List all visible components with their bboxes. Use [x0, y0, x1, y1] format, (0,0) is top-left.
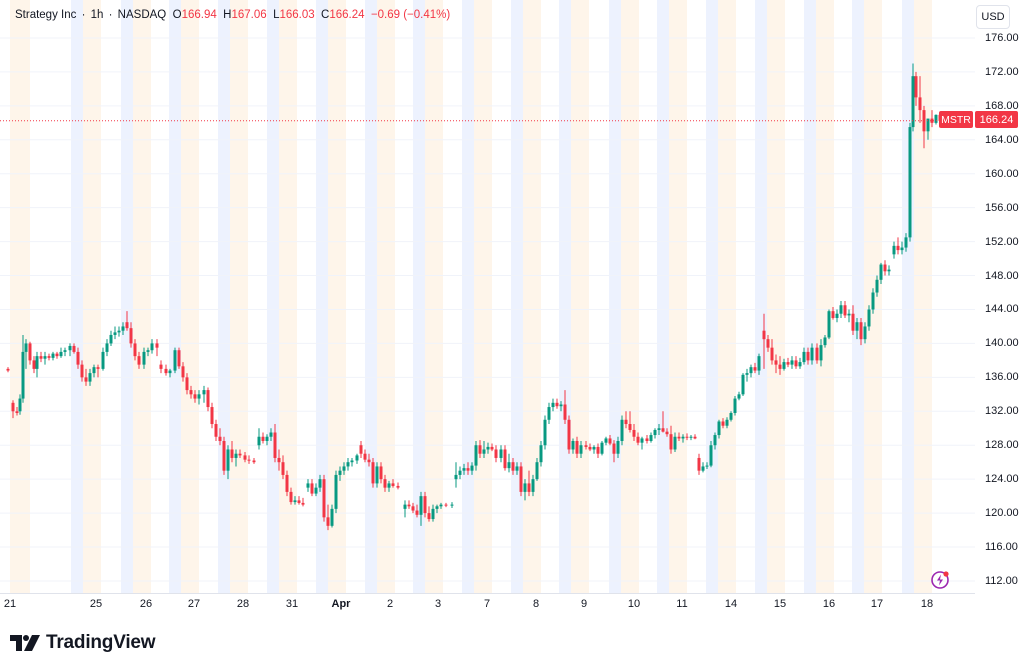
- date-label: Apr: [331, 598, 351, 610]
- symbol-name: Strategy Inc: [15, 9, 77, 21]
- price-label: 176.00: [985, 32, 1019, 44]
- price-label: 144.00: [985, 303, 1019, 316]
- date-label: 16: [822, 598, 836, 610]
- low-value: 166.03: [279, 9, 315, 21]
- date-label: 7: [483, 598, 491, 610]
- date-label: 26: [139, 598, 153, 610]
- price-label: 152.00: [985, 235, 1019, 248]
- date-label: 14: [724, 598, 738, 610]
- date-label: 25: [89, 598, 103, 610]
- price-label: 140.00: [985, 337, 1019, 350]
- date-label: 11: [676, 598, 688, 610]
- date-label: 8: [532, 598, 540, 610]
- price-label: 168.00: [985, 99, 1019, 112]
- date-label: 15: [773, 598, 787, 610]
- change-value: −0.69 (−0.41%): [370, 9, 451, 21]
- price-label: 124.00: [985, 473, 1019, 486]
- date-label: 3: [434, 598, 442, 610]
- chart-area[interactable]: Strategy Inc · 1h · NASDAQ O166.94 H167.…: [0, 0, 1024, 620]
- tradingview-logo-icon: [10, 635, 40, 651]
- candlestick-plot[interactable]: [0, 0, 1024, 620]
- price-label: 132.00: [985, 405, 1019, 418]
- date-label: 31: [285, 598, 299, 610]
- date-label: 21: [3, 598, 17, 610]
- tradingview-logo[interactable]: TradingView: [10, 632, 156, 654]
- price-label: 172.00: [985, 65, 1019, 78]
- ticker-tag: MSTR: [939, 111, 973, 128]
- price-label: 164.00: [985, 133, 1019, 146]
- currency-button[interactable]: USD: [976, 5, 1010, 29]
- price-label: 160.00: [985, 167, 1019, 180]
- lightning-icon[interactable]: [930, 570, 950, 590]
- price-label: 112.00: [985, 574, 1018, 587]
- last-price-tag: 166.24: [975, 111, 1018, 128]
- price-label: 116.00: [985, 541, 1018, 554]
- symbol-legend: Strategy Inc · 1h · NASDAQ O166.94 H167.…: [15, 9, 451, 21]
- high-value: 167.06: [231, 9, 267, 21]
- date-label: 17: [870, 598, 884, 610]
- date-label: 9: [580, 598, 588, 610]
- interval: 1h: [90, 9, 104, 21]
- price-label: 120.00: [985, 507, 1019, 520]
- price-label: 136.00: [985, 371, 1019, 384]
- exchange: NASDAQ: [117, 9, 167, 21]
- open-value: 166.94: [181, 9, 217, 21]
- date-label: 2: [386, 598, 394, 610]
- price-label: 128.00: [985, 439, 1019, 452]
- date-label: 27: [187, 598, 201, 610]
- price-label: 156.00: [985, 201, 1019, 214]
- close-value: 166.24: [329, 9, 365, 21]
- logo-text: TradingView: [46, 632, 156, 653]
- date-label: 18: [920, 598, 934, 610]
- price-label: 148.00: [985, 269, 1019, 282]
- date-label: 10: [627, 598, 641, 610]
- date-label: 28: [236, 598, 250, 610]
